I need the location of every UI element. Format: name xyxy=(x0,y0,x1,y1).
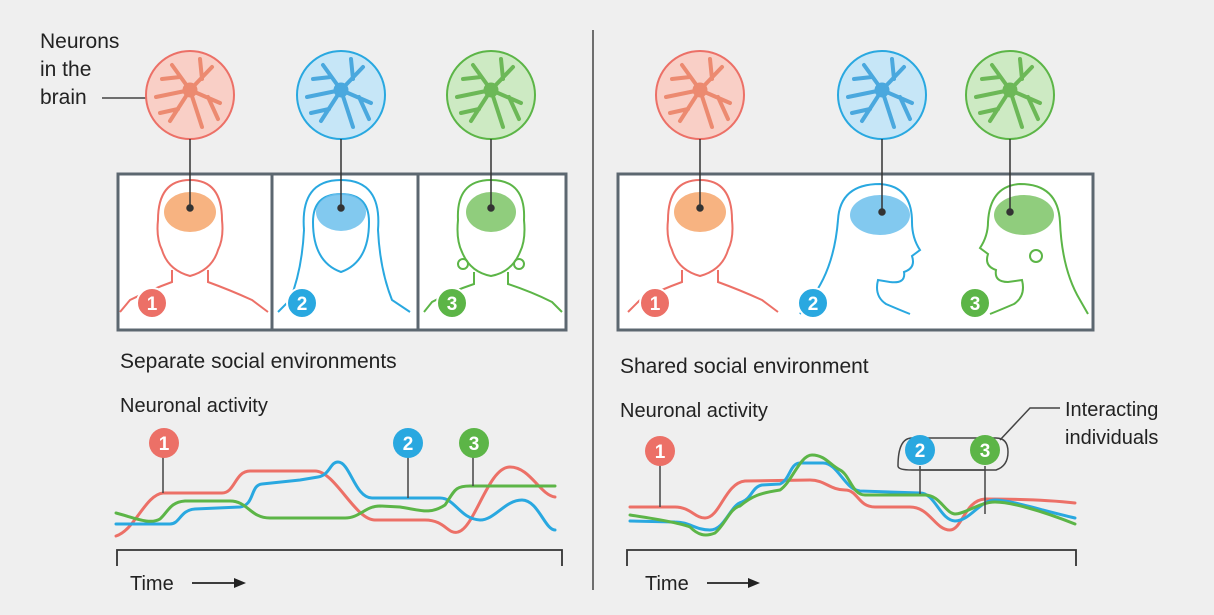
svg-text:2: 2 xyxy=(297,294,308,315)
svg-text:1: 1 xyxy=(159,434,170,455)
left-caption: Separate social environments xyxy=(120,350,397,373)
left-time-arrow-icon xyxy=(192,578,246,588)
interacting-label-line1: Interacting xyxy=(1065,399,1158,421)
badge-person-1-left: 1 xyxy=(136,287,168,319)
svg-text:3: 3 xyxy=(469,434,480,455)
badge-person-3-left: 3 xyxy=(436,287,468,319)
interacting-label-line2: individuals xyxy=(1065,427,1158,449)
left-marker-3: 3 xyxy=(459,428,489,486)
svg-text:3: 3 xyxy=(980,441,991,462)
right-trace-person-2 xyxy=(628,461,1077,532)
right-marker-2: 2 xyxy=(905,435,935,494)
left-activity-label: Neuronal activity xyxy=(120,395,268,417)
svg-text:2: 2 xyxy=(403,434,414,455)
callout-neurons-line2: in the xyxy=(40,58,91,81)
badge-person-2-right: 2 xyxy=(797,287,829,319)
left-trace-person-1 xyxy=(114,465,557,538)
neuron-circle-1-left xyxy=(145,50,235,140)
right-trace-person-3 xyxy=(628,453,1077,537)
svg-text:2: 2 xyxy=(915,441,926,462)
callout-neurons-line1: Neurons xyxy=(40,30,119,53)
svg-text:1: 1 xyxy=(650,294,661,315)
right-caption: Shared social environment xyxy=(620,355,869,378)
head-person-3-profile xyxy=(978,182,1089,315)
right-marker-3: 3 xyxy=(970,435,1000,514)
left-trace-person-2 xyxy=(114,460,557,532)
left-time-label: Time xyxy=(130,573,174,595)
neuron-circle-1-right xyxy=(655,50,745,140)
callout-neurons-line3: brain xyxy=(40,86,87,109)
badge-person-3-right: 3 xyxy=(959,287,991,319)
neuron-circle-3-left xyxy=(446,50,536,140)
svg-text:1: 1 xyxy=(655,442,666,463)
svg-text:2: 2 xyxy=(808,294,819,315)
badge-person-1-right: 1 xyxy=(639,287,671,319)
right-time-bracket xyxy=(626,549,1077,566)
right-activity-label: Neuronal activity xyxy=(620,400,768,422)
right-marker-1: 1 xyxy=(645,436,675,507)
neuron-circle-3-right xyxy=(965,50,1055,140)
svg-text:3: 3 xyxy=(447,294,458,315)
right-time-arrow-icon xyxy=(707,578,760,588)
neuron-circle-2-right xyxy=(837,50,927,140)
left-time-bracket xyxy=(116,549,563,566)
left-trace-person-3 xyxy=(114,484,557,523)
svg-text:1: 1 xyxy=(147,294,158,315)
interacting-leader-line xyxy=(999,407,1060,441)
left-marker-2: 2 xyxy=(393,428,423,498)
neuron-connectors xyxy=(186,139,1014,216)
neuron-circle-2-left xyxy=(296,50,386,140)
interacting-group-outline xyxy=(897,437,1009,471)
svg-text:3: 3 xyxy=(970,294,981,315)
badge-person-2-left: 2 xyxy=(286,287,318,319)
right-time-label: Time xyxy=(645,573,689,595)
left-marker-1: 1 xyxy=(149,428,179,493)
